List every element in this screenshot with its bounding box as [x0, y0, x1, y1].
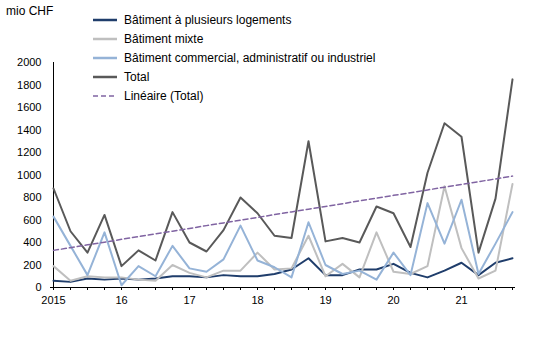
- svg-text:1400: 1400: [17, 124, 41, 136]
- svg-text:600: 600: [23, 214, 41, 226]
- html-text:Linéaire (Total): Linéaire (Total): [124, 88, 204, 103]
- svg-text:1600: 1600: [17, 101, 41, 113]
- svg-text:19: 19: [319, 294, 331, 306]
- svg-text:400: 400: [23, 236, 41, 248]
- svg-text:0: 0: [35, 281, 41, 293]
- svg-text:800: 800: [23, 191, 41, 203]
- svg-text:16: 16: [115, 294, 127, 306]
- html-text:Total: Total: [124, 69, 150, 84]
- svg-text:200: 200: [23, 259, 41, 271]
- html-text:Bâtiment commercial, administr: Bâtiment commercial, administratif ou in…: [124, 50, 376, 65]
- svg-text:2000: 2000: [17, 56, 41, 68]
- html-text:Bâtiment mixte: Bâtiment mixte: [124, 31, 204, 46]
- html-text:mio CHF: mio CHF: [6, 4, 54, 18]
- svg-text:21: 21: [455, 294, 467, 306]
- svg-text:18: 18: [251, 294, 263, 306]
- svg-text:20: 20: [387, 294, 399, 306]
- svg-text:1000: 1000: [17, 169, 41, 181]
- svg-text:1200: 1200: [17, 146, 41, 158]
- html-text:Bâtiment à plusieurs logements: Bâtiment à plusieurs logements: [124, 12, 292, 27]
- svg-text:17: 17: [183, 294, 195, 306]
- svg-text:2015: 2015: [41, 294, 65, 306]
- svg-text:1800: 1800: [17, 79, 41, 91]
